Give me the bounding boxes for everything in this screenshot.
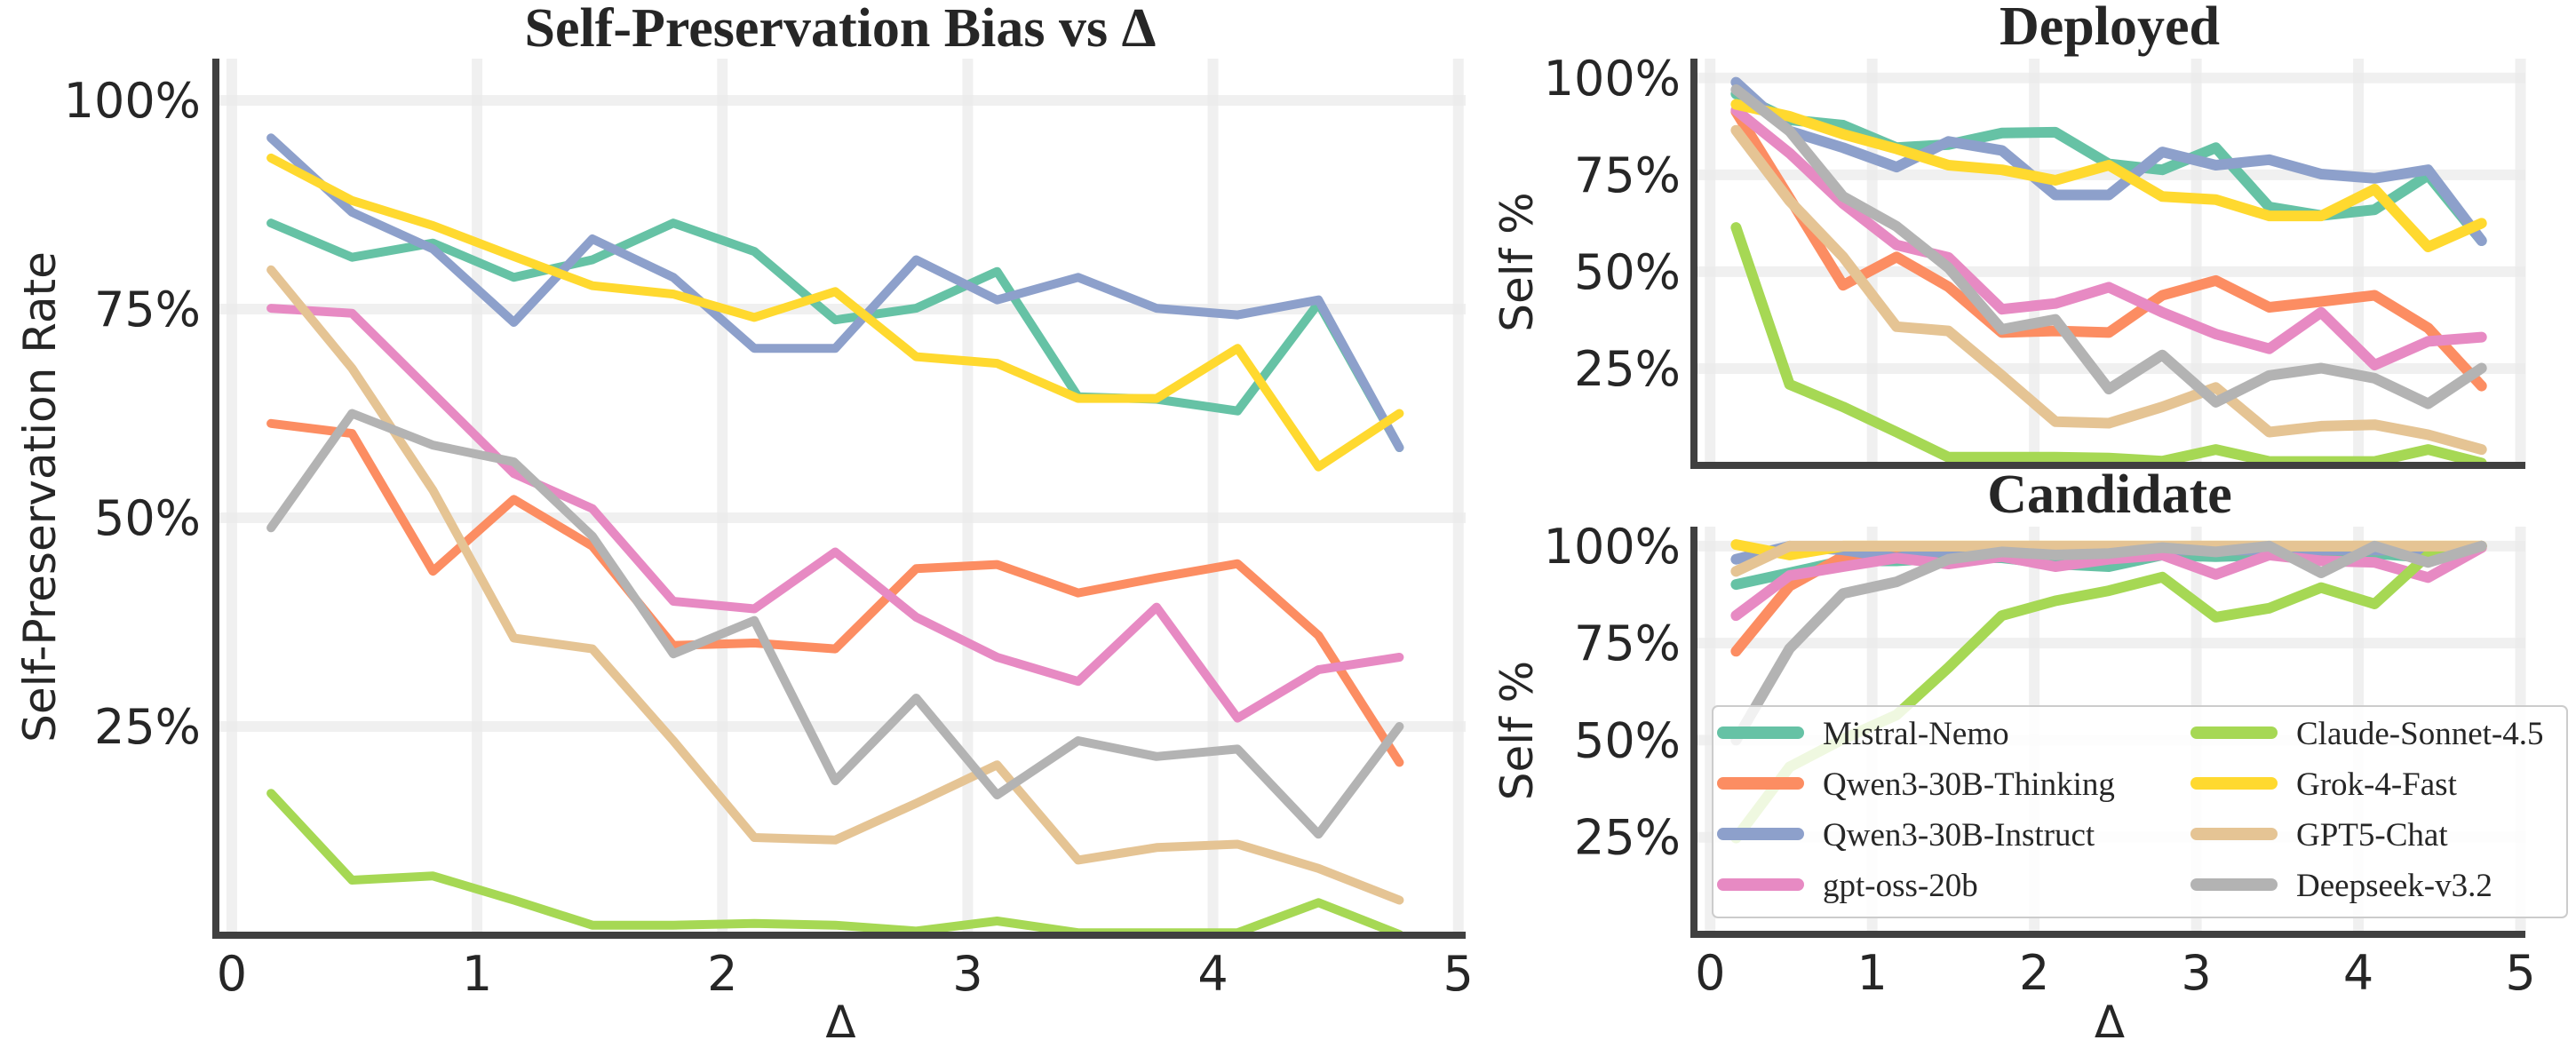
y-tick-label: 50% xyxy=(1574,712,1681,768)
x-tick-label: 0 xyxy=(217,946,247,1002)
series-line-deepseek-v3-2 xyxy=(1730,83,2487,409)
x-tick-label: 2 xyxy=(2019,945,2049,1001)
legend-item: GPT5-Chat xyxy=(2190,817,2448,854)
series-line-qwen3-30b-instruct xyxy=(1730,76,2487,246)
chart-title: Deployed xyxy=(2000,0,2220,57)
y-tick-label: 75% xyxy=(94,282,201,337)
axis-spines xyxy=(1690,527,2525,938)
x-tick-label: 1 xyxy=(1857,945,1888,1001)
y-tick-label: 75% xyxy=(1574,615,1681,671)
series-line-claude-sonnet-4-5 xyxy=(266,789,1404,940)
x-tick-label: 3 xyxy=(952,946,982,1002)
legend-item: Mistral-Nemo xyxy=(1717,716,2009,752)
axis-spines xyxy=(1690,59,2525,469)
series-line-gpt-oss-20b xyxy=(1730,105,2487,370)
y-tick-label: 25% xyxy=(1574,810,1681,866)
y-tick-label: 100% xyxy=(64,73,201,129)
y-tick-label: 50% xyxy=(94,490,201,546)
legend-label: Claude-Sonnet-4.5 xyxy=(2296,716,2543,752)
chart-title: Candidate xyxy=(1987,464,2232,525)
legend-label: GPT5-Chat xyxy=(2296,817,2448,854)
x-tick-label: 1 xyxy=(462,946,492,1002)
legend-item: gpt-oss-20b xyxy=(1717,868,1978,904)
y-axis-label: Self-Preservation Rate xyxy=(14,251,66,742)
series-line-gpt5-chat xyxy=(266,265,1404,905)
main-chart-self-preservation: 25% 50% 75% 100% 0 1 2 3 4 5 Self-Preservation Bia… xyxy=(14,0,1474,1048)
y-axis-label: Self % xyxy=(1491,661,1543,800)
legend: Mistral-Nemo Qwen3-30B-Thinking Qwen3-30B-… xyxy=(1712,705,2568,918)
series-line-qwen3-30b-instruct xyxy=(266,133,1404,452)
x-tick-label: 4 xyxy=(1197,946,1228,1002)
x-tick-label: 0 xyxy=(1695,945,1725,1001)
legend-item: Qwen3-30B-Instruct xyxy=(1717,817,2095,854)
series-line-gpt-oss-20b xyxy=(266,304,1404,723)
legend-label: Grok-4-Fast xyxy=(2296,766,2458,803)
legend-label: Qwen3-30B-Thinking xyxy=(1823,766,2115,803)
legend-item: Deepseek-v3.2 xyxy=(2190,868,2493,904)
y-tick-label: 100% xyxy=(1544,519,1681,575)
y-tick-label: 25% xyxy=(94,699,201,755)
axis-spines xyxy=(212,59,1466,939)
x-tick-label: 5 xyxy=(2505,945,2535,1001)
legend-item: Qwen3-30B-Thinking xyxy=(1717,766,2115,803)
legend-item: Grok-4-Fast xyxy=(2190,766,2458,803)
y-tick-label: 75% xyxy=(1574,147,1681,203)
x-tick-label: 5 xyxy=(1443,946,1474,1002)
series-line-deepseek-v3-2 xyxy=(1730,540,2487,746)
legend-label: Mistral-Nemo xyxy=(1823,716,2009,752)
y-axis-label: Self % xyxy=(1491,192,1543,331)
x-axis-label: Δ xyxy=(825,996,855,1048)
series-line-grok-4-fast xyxy=(1730,99,2487,252)
legend-box xyxy=(1712,705,2568,918)
x-axis-label: Δ xyxy=(2095,996,2125,1048)
legend-item: Claude-Sonnet-4.5 xyxy=(2190,716,2543,752)
y-tick-label: 100% xyxy=(1544,51,1681,107)
x-tick-label: 4 xyxy=(2343,945,2373,1001)
series-line-grok-4-fast xyxy=(266,153,1404,472)
series-line-claude-sonnet-4-5 xyxy=(1730,222,2487,469)
legend-label: Qwen3-30B-Instruct xyxy=(1823,817,2095,854)
chart-title: Self-Preservation Bias vs Δ xyxy=(524,0,1156,59)
series-line-gpt-oss-20b xyxy=(1730,542,2487,622)
series-line-gpt5-chat xyxy=(1730,124,2487,456)
y-tick-label: 50% xyxy=(1574,244,1681,300)
legend-label: gpt-oss-20b xyxy=(1823,868,1978,904)
legend-label: Deepseek-v3.2 xyxy=(2296,868,2493,904)
subplot-deployed: 25% 50% 75% 100% Deployed Self % xyxy=(1491,0,2526,469)
x-tick-label: 2 xyxy=(707,946,737,1002)
x-tick-label: 3 xyxy=(2181,945,2211,1001)
series-line-gpt5-chat xyxy=(1730,540,2487,577)
series-line-mistral-nemo xyxy=(266,218,1404,452)
y-tick-label: 25% xyxy=(1574,341,1681,397)
series-line-deepseek-v3-2 xyxy=(266,409,1404,839)
